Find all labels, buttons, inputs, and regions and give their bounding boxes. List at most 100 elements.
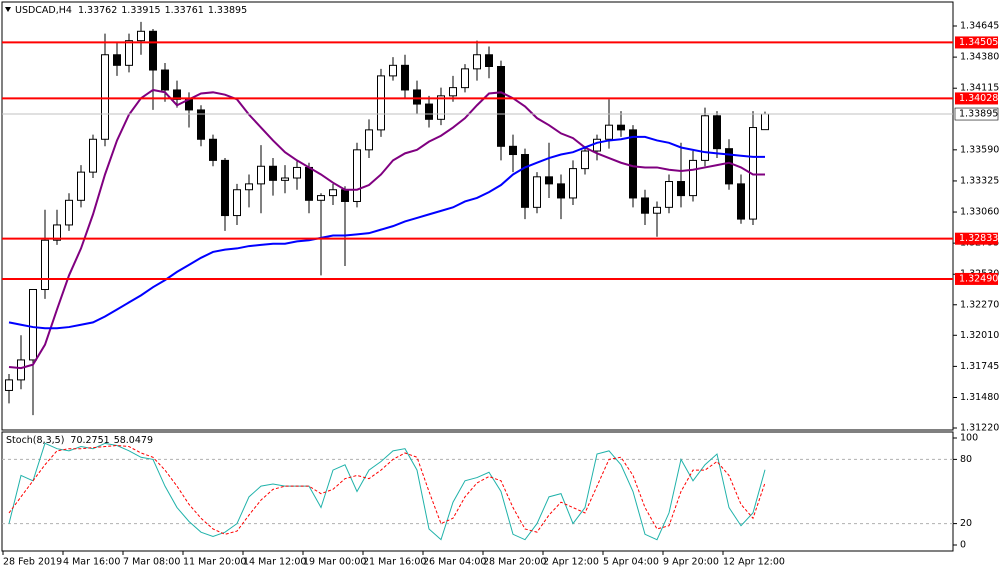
panel-header: Stoch(8,3,5) 70.2751 58.0479 [6,435,153,446]
candle-body [101,54,109,140]
header-value: 1.33895 [208,5,247,16]
y-tick-label: 1.34380 [960,52,999,63]
y-tick-label: 1.32010 [960,330,999,341]
panel-header: USDCAD,H4 1.33762 1.33915 1.33761 1.33895 [15,5,247,16]
candle-body [413,89,421,105]
x-tick-label: 5 Apr 04:00 [603,557,659,568]
candle-body [557,183,565,199]
candle-body [737,183,745,220]
y-tick-label: 1.33325 [960,175,999,186]
candle-body [653,206,661,214]
candle-body [257,165,265,185]
candle-body [317,195,325,201]
header-value: 1.33762 [78,5,117,16]
stochastic-line [8,442,766,541]
candle-body [281,177,289,181]
candle-body [221,159,229,217]
x-tick-label: 21 Mar 16:00 [363,557,426,568]
candle-body [269,165,277,181]
candle-body [533,176,541,208]
x-tick-label: 26 Mar 04:00 [423,557,486,568]
candle-body [761,113,769,131]
indicator-panel [1,431,954,552]
x-tick-label: 7 Mar 08:00 [123,557,180,568]
candle-body [521,154,529,208]
header-title: USDCAD,H4 [15,5,72,16]
candle-body [161,69,169,91]
candle-body [401,64,409,91]
candle-body [137,30,145,42]
x-tick-label: 28 Mar 20:00 [483,557,546,568]
x-tick-label: 12 Apr 12:00 [723,557,785,568]
candle-body [689,159,697,197]
candle-body [353,149,361,202]
candle-body [341,189,349,202]
level-label: 1.32490 [959,273,998,284]
candle-body [329,189,337,197]
candle-body [365,129,373,151]
header-value: 58.0479 [114,435,153,446]
candle-body [581,150,589,170]
header-title: Stoch(8,3,5) [6,435,64,446]
level-box [955,232,998,245]
candle-body [605,124,613,140]
candle-body [293,166,301,179]
level-label: 1.34505 [959,37,998,48]
candle-body [437,95,445,120]
candle-body [569,168,577,199]
header-value: 70.2751 [70,435,109,446]
y-tick-label: 1.31220 [960,423,999,434]
y-tick-label: 1.31745 [960,361,999,372]
x-tick-label: 28 Feb 2019 [3,557,62,568]
level-label: 1.34028 [959,93,998,104]
candle-body [629,129,637,199]
candle-body [509,145,517,156]
x-tick-label: 4 Mar 16:00 [63,557,120,568]
candle-body [677,181,685,197]
current-price-box [954,107,999,121]
candle-body [617,124,625,131]
candle-body [89,138,97,173]
header-value: 1.33915 [121,5,160,16]
y-tick-label: 100 [960,432,978,443]
menu-arrow[interactable] [5,7,11,12]
y-tick-label: 1.34645 [960,21,999,32]
candle-body [41,239,49,291]
y-tick-label: 1.34115 [960,83,999,94]
x-tick-label: 19 Mar 00:00 [303,557,366,568]
x-tick-label: 11 Mar 20:00 [183,557,246,568]
candle-body [233,189,241,217]
candle-body [53,224,61,241]
candle-body [497,65,505,147]
moving-average [8,88,765,370]
candle-body [197,109,205,140]
candle-body [113,54,121,66]
candle-body [65,199,73,226]
x-tick-label: 2 Apr 12:00 [543,557,599,568]
y-tick-label: 1.33590 [960,144,999,155]
candle-body [725,148,733,185]
stochastic-line [8,444,766,535]
candle-body [209,138,217,161]
candle-body [5,379,13,391]
y-tick-label: 80 [960,454,972,465]
candle-body [125,40,133,66]
y-tick-label: 20 [960,518,972,529]
candle-body [449,87,457,97]
candle-body [545,176,553,185]
candle-body [389,64,397,77]
level-box [955,36,998,49]
level-box [955,92,998,105]
candle-body [305,166,313,201]
candle-body [473,54,481,70]
candle-body [701,115,709,161]
y-tick-label: 0 [960,540,966,551]
candle-body [29,289,37,361]
current-price-label: 1.33895 [959,109,998,120]
y-tick-label: 1.31480 [960,392,999,403]
candle-body [377,75,385,131]
moving-average [8,135,765,330]
candle-body [17,359,25,381]
candle-body [713,115,721,150]
